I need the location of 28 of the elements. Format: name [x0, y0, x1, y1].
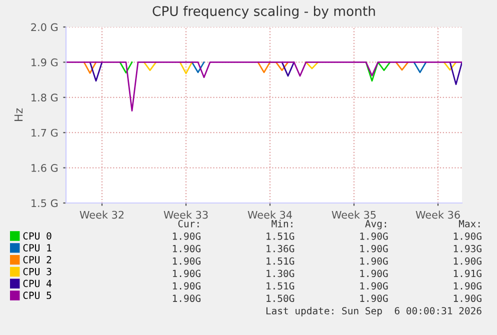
- y-tick-label: 1.7 G: [32, 128, 58, 137]
- text: 1.90G 1.51G 1.90G 1.90G: [172, 257, 482, 265]
- text: 1.90G 1.51G 1.90G 1.90G: [172, 282, 482, 290]
- legend-label: CPU 2: [23, 256, 52, 264]
- y-tick-label: 1.9 G: [32, 58, 58, 66]
- text: Cur: Min: Avg: Max:: [178, 220, 480, 230]
- y-axis-title: Hz: [14, 108, 23, 122]
- y-tick-label: 2.0 G: [31, 23, 58, 32]
- y-tick-label: 1.5 G: [32, 199, 58, 208]
- legend-label: CPU 3: [23, 268, 52, 276]
- y-tick-label: 1.8 G: [32, 94, 58, 102]
- y-tick-label: 1.6 G: [32, 164, 58, 172]
- x-tick-label: Week 34: [248, 210, 292, 219]
- legend-label: CPU 4: [23, 280, 52, 288]
- text: Last update: Sun Sep 6 00:00:31 2026: [266, 306, 482, 316]
- x-tick-label: Week 32: [80, 210, 124, 219]
- chart-title: CPU frequency scaling - by month: [152, 6, 375, 19]
- x-tick-label: Week 33: [164, 210, 208, 219]
- text: 1.90G 1.51G 1.90G 1.90G: [172, 232, 482, 240]
- legend-label: CPU 5: [23, 292, 52, 300]
- text: 1.90G 1.36G 1.90G 1.93G: [172, 244, 482, 252]
- legend-label: CPU 1: [23, 244, 52, 252]
- text: 1.90G 1.50G 1.90G 1.90G: [172, 294, 482, 302]
- legend-label: CPU 0: [23, 232, 52, 240]
- x-tick-label: Week 36: [416, 210, 460, 219]
- text: 1.90G 1.30G 1.90G 1.91G: [172, 270, 482, 278]
- line-series: [66, 62, 462, 112]
- x-tick-label: Week 35: [332, 210, 376, 219]
